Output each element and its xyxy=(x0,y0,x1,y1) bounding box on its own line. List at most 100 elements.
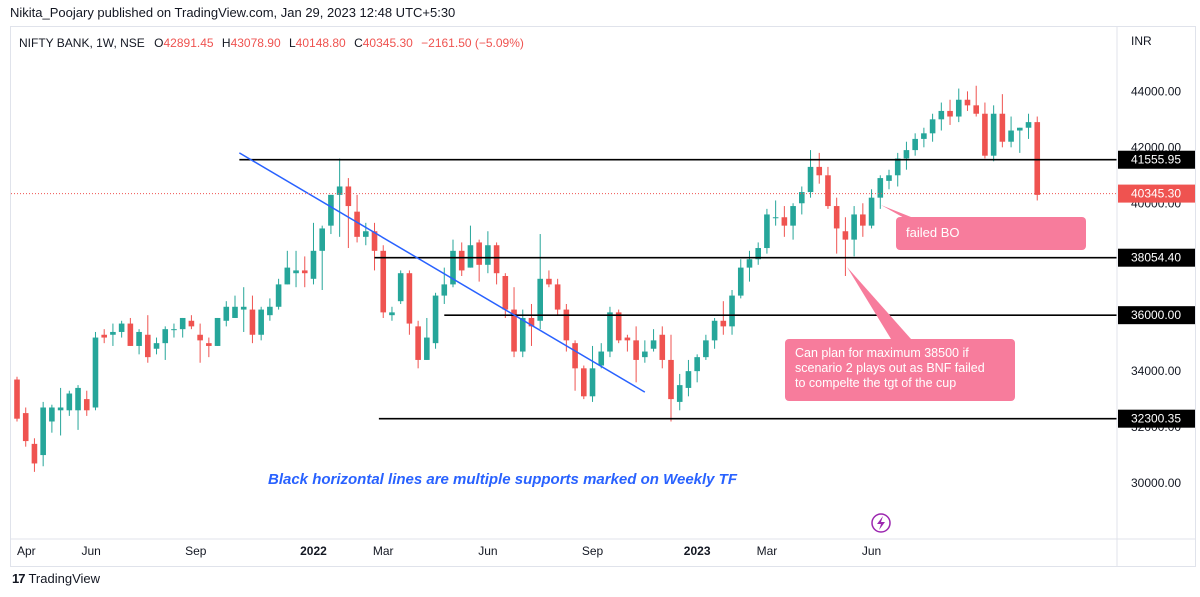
candle-body xyxy=(537,278,543,321)
support-price-label: 38054.40 xyxy=(1131,251,1181,265)
candle-body xyxy=(354,211,360,237)
x-tick-label: Sep xyxy=(185,544,207,558)
failed-bo-pointer xyxy=(881,205,916,219)
candle-body xyxy=(432,295,439,344)
candle-body xyxy=(493,245,500,274)
candle-body xyxy=(232,306,238,318)
candle-body xyxy=(554,284,561,310)
candle-body xyxy=(101,334,107,338)
candle-body xyxy=(842,231,849,240)
candle-body xyxy=(22,413,29,442)
candle-body xyxy=(389,312,395,316)
plan-text-line2: scenario 2 plays out as BNF failed xyxy=(795,361,985,375)
candle-body xyxy=(955,99,962,117)
failed-bo-box xyxy=(896,217,1086,250)
candle-body xyxy=(982,113,988,156)
candle-body xyxy=(336,186,343,195)
legend-l-label: L xyxy=(289,36,296,50)
chart-canvas[interactable]: failed BO Can plan for maximum 38500 if … xyxy=(11,27,1195,566)
candle-body xyxy=(49,407,55,422)
candle-body xyxy=(1034,122,1041,195)
candle-body xyxy=(694,357,700,372)
candle-body xyxy=(485,245,491,265)
candle-body xyxy=(851,214,857,240)
candle-body xyxy=(380,250,387,313)
candle-body xyxy=(467,245,474,268)
candle-body xyxy=(1017,127,1023,131)
candle-body xyxy=(703,340,709,358)
candle-body xyxy=(642,351,648,358)
support-price-label: 32300.35 xyxy=(1131,412,1181,426)
legend-h-label: H xyxy=(222,36,231,50)
candle-body xyxy=(781,217,788,226)
y-tick-label: 34000.00 xyxy=(1131,364,1181,378)
candle-body xyxy=(441,284,448,296)
chart-frame[interactable]: failed BO Can plan for maximum 38500 if … xyxy=(10,26,1196,567)
candle-body xyxy=(598,351,605,366)
candle-body xyxy=(179,317,186,330)
candle-body xyxy=(136,331,142,346)
candle-body xyxy=(284,267,291,285)
failed-bo-text: failed BO xyxy=(906,225,959,240)
candle-body xyxy=(685,371,692,388)
candle-body xyxy=(40,407,46,456)
candle-body xyxy=(729,295,735,327)
candle-body xyxy=(816,166,823,176)
x-tick-label: Jun xyxy=(478,544,497,558)
candle-body xyxy=(328,194,334,226)
lightning-icon[interactable] xyxy=(871,513,891,533)
candle-body xyxy=(450,250,456,285)
candle-body xyxy=(615,312,622,341)
publish-header: Nikita_Poojary published on TradingView.… xyxy=(10,5,456,20)
candle-body xyxy=(589,368,596,397)
candle-body xyxy=(938,110,945,120)
candle-body xyxy=(110,331,116,335)
candle-body xyxy=(999,113,1006,142)
candle-body xyxy=(755,248,761,260)
candle-body xyxy=(310,250,317,279)
support-price-tag xyxy=(1118,150,1195,169)
candle-body xyxy=(572,343,578,369)
svg-text:NIFTY BANK, 1W, NSE O4: NIFTY BANK, 1W, NSE O42891.45 H43078.90 … xyxy=(19,36,524,50)
candle-body xyxy=(249,309,256,335)
candle-body xyxy=(240,306,247,310)
candle-body xyxy=(267,306,273,316)
legend-symbol: NIFTY BANK, 1W, NSE xyxy=(19,36,145,50)
candle-body xyxy=(650,340,657,349)
candle-body xyxy=(764,214,770,249)
plan-pointer xyxy=(847,267,911,339)
candle-body xyxy=(964,99,971,106)
trendline[interactable] xyxy=(238,152,646,393)
candle-body xyxy=(868,197,875,226)
candle-body xyxy=(406,273,413,324)
candle-body xyxy=(66,393,73,411)
support-price-tag xyxy=(1118,248,1195,267)
failed-bo-callout[interactable]: failed BO xyxy=(881,205,1086,250)
candle-body xyxy=(799,192,805,204)
candle-body xyxy=(145,334,151,358)
candle-body xyxy=(127,323,134,346)
legend-o-label: O xyxy=(154,36,163,50)
candle-body xyxy=(737,267,744,296)
x-tick-label: Jun xyxy=(862,544,881,558)
candle-body xyxy=(92,337,99,408)
footer: 17 TradingView xyxy=(12,571,100,586)
candle-body xyxy=(790,206,796,226)
candle-body xyxy=(563,309,570,341)
candle-body xyxy=(397,273,404,302)
candle-body xyxy=(668,359,674,400)
candle-body xyxy=(659,334,666,360)
candle-body xyxy=(118,323,125,332)
candle-body xyxy=(1025,122,1032,128)
support-price-label: 41555.95 xyxy=(1131,153,1181,167)
candle-body xyxy=(275,284,282,307)
candle-body xyxy=(345,186,352,207)
candle-body xyxy=(415,326,421,360)
candle-body xyxy=(197,334,203,341)
candle-body xyxy=(188,320,195,327)
currency-label: INR xyxy=(1131,34,1152,48)
candle-body xyxy=(14,379,20,419)
candle-body xyxy=(363,231,369,237)
candle-body xyxy=(633,340,639,360)
plan-callout[interactable]: Can plan for maximum 38500 if scenario 2… xyxy=(785,267,1015,401)
